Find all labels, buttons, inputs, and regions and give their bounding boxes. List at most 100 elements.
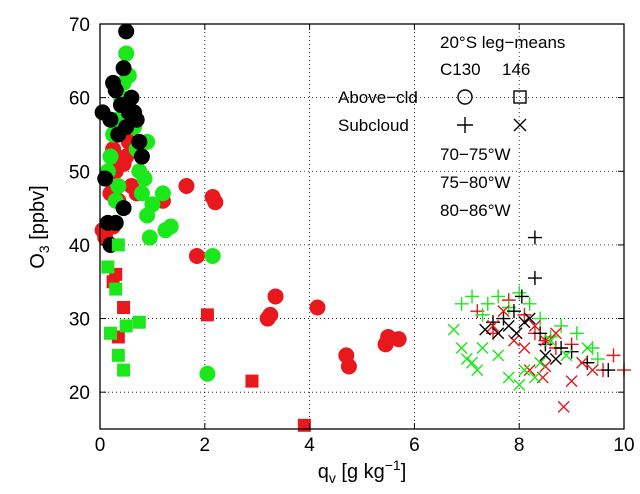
legend: 20°S leg−means C130 146 Above−cld Subclo… (338, 33, 565, 220)
legend-row-label-subcloud: Subcloud (338, 116, 409, 135)
data-point-x (565, 375, 578, 388)
data-point-x (460, 353, 473, 366)
data-point-x (523, 364, 536, 377)
data-point-circle (97, 170, 114, 187)
legend-marker-plus (457, 117, 473, 133)
data-point-plus (475, 307, 490, 322)
data-point-x (586, 364, 599, 377)
data-point-plus (522, 296, 537, 311)
data-point-plus (496, 311, 511, 326)
data-point-x (476, 342, 489, 354)
data-point-circle (102, 148, 119, 165)
legend-region-70-75: 70−75°W (440, 145, 511, 164)
data-point-x (539, 360, 552, 373)
legend-region-80-86: 80−86°W (440, 201, 511, 220)
legend-marker-square-open (513, 90, 527, 104)
data-point-x (549, 353, 562, 366)
y-tick-label: 30 (69, 310, 90, 331)
data-point-plus (491, 289, 506, 304)
data-point-square (111, 238, 125, 252)
data-point-circle (154, 185, 171, 202)
data-point-x (502, 371, 515, 384)
legend-col-header-146: 146 (502, 60, 530, 79)
data-point-circle (107, 82, 124, 99)
axis-ticks: 0 2 4 6 8 10 20 30 40 50 60 70 (69, 15, 635, 456)
legend-marker-x (513, 118, 527, 132)
x-tick-label: 2 (200, 435, 211, 456)
data-point-square (103, 326, 117, 340)
data-point-circle (309, 299, 326, 316)
data-point-x (518, 316, 531, 329)
data-point-plus (527, 271, 542, 286)
y-tick-label: 40 (69, 236, 90, 257)
data-point-plus (590, 352, 605, 367)
data-point-x (487, 319, 499, 332)
data-point-x (507, 334, 520, 347)
data-point-plus (454, 296, 469, 311)
data-point-circle (115, 60, 132, 77)
data-point-x (518, 364, 531, 377)
data-point-x (479, 323, 492, 336)
x-axis-label: qv [g kg−1] (318, 457, 407, 486)
data-point-plus (512, 285, 527, 300)
data-point-circle (262, 306, 279, 323)
y-tick-label: 50 (69, 162, 90, 183)
data-point-plus (601, 363, 616, 378)
data-point-circle (118, 45, 135, 62)
data-point-x (539, 334, 552, 347)
data-point-circle (207, 194, 224, 211)
data-point-plus (506, 304, 521, 319)
legend-title: 20°S leg−means (440, 33, 565, 52)
data-point-circle (199, 365, 216, 382)
legend-region-75-80: 75−80°W (440, 173, 511, 192)
data-point-plus (554, 318, 569, 333)
data-point-x (492, 349, 505, 362)
data-point-x (518, 342, 531, 354)
data-point-circle (340, 358, 357, 375)
x-tick-label: 4 (304, 435, 315, 456)
y-tick-label: 60 (69, 89, 90, 110)
data-point-circle (188, 247, 205, 264)
data-point-x (510, 327, 523, 340)
data-point-plus (517, 307, 532, 322)
data-point-x (544, 334, 557, 347)
data-point-circle (133, 148, 150, 165)
data-point-x (528, 319, 541, 332)
data-point-circle (133, 185, 150, 202)
data-point-plus (527, 230, 542, 245)
legend-marker-circle-open (457, 89, 473, 105)
x-tick-label: 8 (514, 435, 525, 456)
data-point-x (513, 378, 526, 391)
data-point-plus (569, 326, 584, 341)
data-point-square (119, 319, 133, 333)
data-point-x (557, 400, 570, 413)
data-point-circle (178, 178, 195, 194)
data-point-square (117, 363, 131, 377)
data-point-x (492, 327, 505, 340)
data-point-square (132, 315, 146, 329)
data-point-plus (533, 326, 548, 341)
data-point-plus (554, 341, 569, 355)
data-point-plus (606, 348, 621, 363)
data-point-square (297, 418, 311, 432)
data-point-circle (144, 196, 161, 213)
data-point-circle (115, 200, 132, 217)
data-point-plus (533, 311, 548, 326)
data-point-circle (136, 170, 153, 187)
data-point-x (455, 342, 468, 354)
data-point-x (447, 323, 460, 336)
data-point-plus (465, 289, 480, 304)
data-point-plus (480, 296, 495, 311)
data-point-x (560, 349, 573, 362)
data-point-circle (390, 331, 407, 348)
data-point-circle (141, 229, 158, 246)
data-points (94, 23, 631, 432)
data-point-square (109, 282, 123, 296)
data-point-x (497, 305, 510, 318)
data-point-plus (514, 289, 529, 304)
data-point-circle (102, 111, 119, 128)
data-point-x (576, 356, 589, 369)
data-point-circle (123, 89, 140, 106)
data-point-square (101, 260, 115, 274)
